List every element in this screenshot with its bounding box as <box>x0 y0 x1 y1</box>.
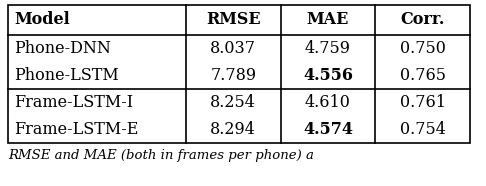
Text: Frame-LSTM-E: Frame-LSTM-E <box>14 121 139 138</box>
Text: 4.610: 4.610 <box>305 94 351 111</box>
Text: 8.294: 8.294 <box>210 121 256 138</box>
Text: 0.761: 0.761 <box>399 94 446 111</box>
Text: 4.574: 4.574 <box>303 121 353 138</box>
Text: Phone-DNN: Phone-DNN <box>14 40 111 57</box>
Text: 8.037: 8.037 <box>210 40 256 57</box>
Text: 0.765: 0.765 <box>399 67 446 84</box>
Text: Model: Model <box>14 12 69 28</box>
Text: 0.754: 0.754 <box>399 121 446 138</box>
Text: RMSE: RMSE <box>206 12 260 28</box>
Text: Corr.: Corr. <box>400 12 445 28</box>
Text: Frame-LSTM-I: Frame-LSTM-I <box>14 94 133 111</box>
Text: Phone-LSTM: Phone-LSTM <box>14 67 119 84</box>
Text: RMSE and MAE (both in frames per phone) a: RMSE and MAE (both in frames per phone) … <box>8 149 314 162</box>
Text: 4.556: 4.556 <box>303 67 353 84</box>
Bar <box>8 5 470 143</box>
Text: 0.750: 0.750 <box>399 40 446 57</box>
Text: 7.789: 7.789 <box>210 67 256 84</box>
Text: 8.254: 8.254 <box>210 94 256 111</box>
Text: MAE: MAE <box>307 12 349 28</box>
Text: 4.759: 4.759 <box>305 40 351 57</box>
